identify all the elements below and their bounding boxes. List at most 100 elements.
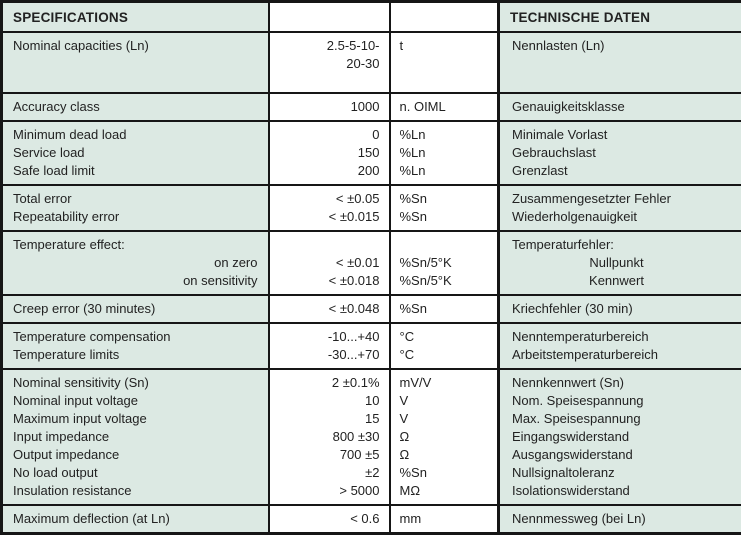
- cell-value: 2.5-5-10- 20-30: [267, 31, 391, 94]
- cell-line: n. OIML: [399, 99, 446, 114]
- cell-en: Maximum deflection (at Ln): [0, 504, 270, 535]
- cell-line: Eingangswiderstand: [512, 429, 630, 444]
- cell-value: 1000: [267, 92, 391, 122]
- cell-line: Nennlasten (Ln): [512, 38, 605, 53]
- cell-value: 2 ±0.1% 10 15 800 ±30 700 ±5 ±2 > 5000: [267, 368, 391, 506]
- cell-line: Zusammengesetzter Fehler: [512, 191, 671, 206]
- header-specifications: SPECIFICATIONS: [0, 0, 270, 33]
- cell-line: on zero: [214, 255, 258, 270]
- cell-value: < ±0.01 < ±0.018: [267, 230, 391, 296]
- cell-line: Kriechfehler (30 min): [512, 301, 633, 316]
- cell-line: %Sn/5°K: [399, 255, 452, 270]
- cell-line: Accuracy class: [13, 99, 100, 114]
- cell-line: %Ln: [399, 163, 426, 178]
- cell-de: Kriechfehler (30 min): [497, 294, 741, 324]
- table-row: Temperature effect: on zero on sensitivity…: [0, 230, 741, 296]
- cell-line: < ±0.015: [328, 209, 380, 224]
- cell-line: V: [399, 393, 409, 408]
- cell-line: Input impedance: [13, 429, 110, 444]
- cell-line: Nom. Speisespannung: [512, 393, 644, 408]
- cell-line: No load output: [13, 465, 98, 480]
- cell-en: Temperature compensation Temperature limi…: [0, 322, 270, 370]
- cell-line: %Sn: [399, 301, 427, 316]
- cell-de: Minimale Vorlast Gebrauchslast Grenzlast: [497, 120, 741, 186]
- cell-value: < ±0.048: [267, 294, 391, 324]
- cell-de: Nennmessweg (bei Ln): [497, 504, 741, 535]
- cell-unit: °C °C: [388, 322, 500, 370]
- table-row: Nominal capacities (Ln) 2.5-5-10- 20-30 t Ne…: [0, 31, 741, 94]
- cell-line: Nominal input voltage: [13, 393, 139, 408]
- cell-line: Safe load limit: [13, 163, 95, 178]
- cell-line: Nenntemperaturbereich: [512, 329, 649, 344]
- cell-line: Creep error (30 minutes): [13, 301, 156, 316]
- cell-line: Temperature limits: [13, 347, 120, 362]
- cell-line: Nullsignaltoleranz: [512, 465, 615, 480]
- cell-line: Genauigkeitsklasse: [512, 99, 625, 114]
- table-row: Minimum dead load Service load Safe load l…: [0, 120, 741, 186]
- cell-en: Accuracy class: [0, 92, 270, 122]
- cell-line: Nennkennwert (Sn): [512, 375, 624, 390]
- table-row: Maximum deflection (at Ln) < 0.6 mm Nennmes…: [0, 504, 741, 535]
- cell-line: %Sn: [399, 191, 427, 206]
- cell-en: Minimum dead load Service load Safe load l…: [0, 120, 270, 186]
- cell-line: [400, 236, 494, 254]
- cell-unit: n. OIML: [388, 92, 500, 122]
- cell-line: Wiederholgenauigkeit: [512, 209, 638, 224]
- cell-line: Minimum dead load: [13, 127, 127, 142]
- cell-line: %Sn/5°K: [399, 273, 452, 288]
- cell-line: > 5000: [339, 483, 380, 498]
- cell-value: -10...+40 -30...+70: [267, 322, 391, 370]
- cell-line: 0: [372, 127, 380, 142]
- cell-line: Maximum deflection (at Ln): [13, 511, 170, 526]
- header-value-column: [267, 0, 391, 33]
- cell-line: Ausgangswiderstand: [512, 447, 633, 462]
- table-row: Temperature compensation Temperature limi…: [0, 322, 741, 370]
- cell-line: mm: [399, 511, 422, 526]
- cell-line: °C: [399, 329, 415, 344]
- cell-line: Kennwert: [589, 273, 644, 288]
- cell-line: < 0.6: [350, 511, 380, 526]
- cell-line: Repeatability error: [13, 209, 120, 224]
- cell-value: < 0.6: [267, 504, 391, 535]
- cell-line: ±2: [365, 465, 380, 480]
- cell-line: %Sn: [399, 465, 427, 480]
- cell-line: Max. Speisespannung: [512, 411, 641, 426]
- cell-en: Creep error (30 minutes): [0, 294, 270, 324]
- cell-value: 0 150 200: [267, 120, 391, 186]
- cell-en: Nominal capacities (Ln): [0, 31, 270, 94]
- cell-unit: %Ln %Ln %Ln: [388, 120, 500, 186]
- header-technische-daten: TECHNISCHE DATEN: [497, 0, 741, 33]
- cell-de: Zusammengesetzter Fehler Wiederholgenauig…: [497, 184, 741, 232]
- spec-table-body: Nominal capacities (Ln) 2.5-5-10- 20-30 t Ne…: [0, 31, 741, 535]
- cell-en: Temperature effect: on zero on sensitivity: [0, 230, 270, 296]
- cell-line: 800 ±30: [332, 429, 380, 444]
- cell-line: < ±0.05: [335, 191, 380, 206]
- cell-unit: %Sn/5°K %Sn/5°K: [388, 230, 500, 296]
- cell-line: Nullpunkt: [589, 255, 644, 270]
- cell-line: Maximum input voltage: [13, 411, 147, 426]
- cell-line: Ω: [399, 429, 410, 444]
- cell-line: -30...+70: [327, 347, 380, 362]
- cell-line: 10: [365, 393, 380, 408]
- cell-line: Temperature compensation: [13, 329, 171, 344]
- cell-line: Nennmessweg (bei Ln): [512, 511, 646, 526]
- cell-line: °C: [399, 347, 415, 362]
- table-row: Accuracy class 1000 n. OIML Genauigkeitskla…: [0, 92, 741, 122]
- cell-line: Nominal sensitivity (Sn): [13, 375, 149, 390]
- cell-line: < ±0.01: [335, 255, 380, 270]
- cell-line: 1000: [350, 99, 380, 114]
- cell-line: on sensitivity: [183, 273, 258, 288]
- cell-line: Output impedance: [13, 447, 120, 462]
- cell-line: Insulation resistance: [13, 483, 132, 498]
- cell-line: mV/V: [399, 375, 432, 390]
- cell-line: Nominal capacities (Ln): [13, 38, 149, 53]
- cell-line: V: [399, 411, 409, 426]
- table-header-row: SPECIFICATIONS TECHNISCHE DATEN: [0, 0, 741, 33]
- cell-line: 2.5-5-10-: [326, 38, 380, 53]
- cell-unit: %Sn: [388, 294, 500, 324]
- cell-line: 150: [357, 145, 380, 160]
- table-row: Total error Repeatability error < ±0.05 < ±…: [0, 184, 741, 232]
- cell-line: t: [399, 38, 404, 53]
- cell-unit: mV/V V V Ω Ω %Sn MΩ: [388, 368, 500, 506]
- cell-en: Nominal sensitivity (Sn) Nominal input vo…: [0, 368, 270, 506]
